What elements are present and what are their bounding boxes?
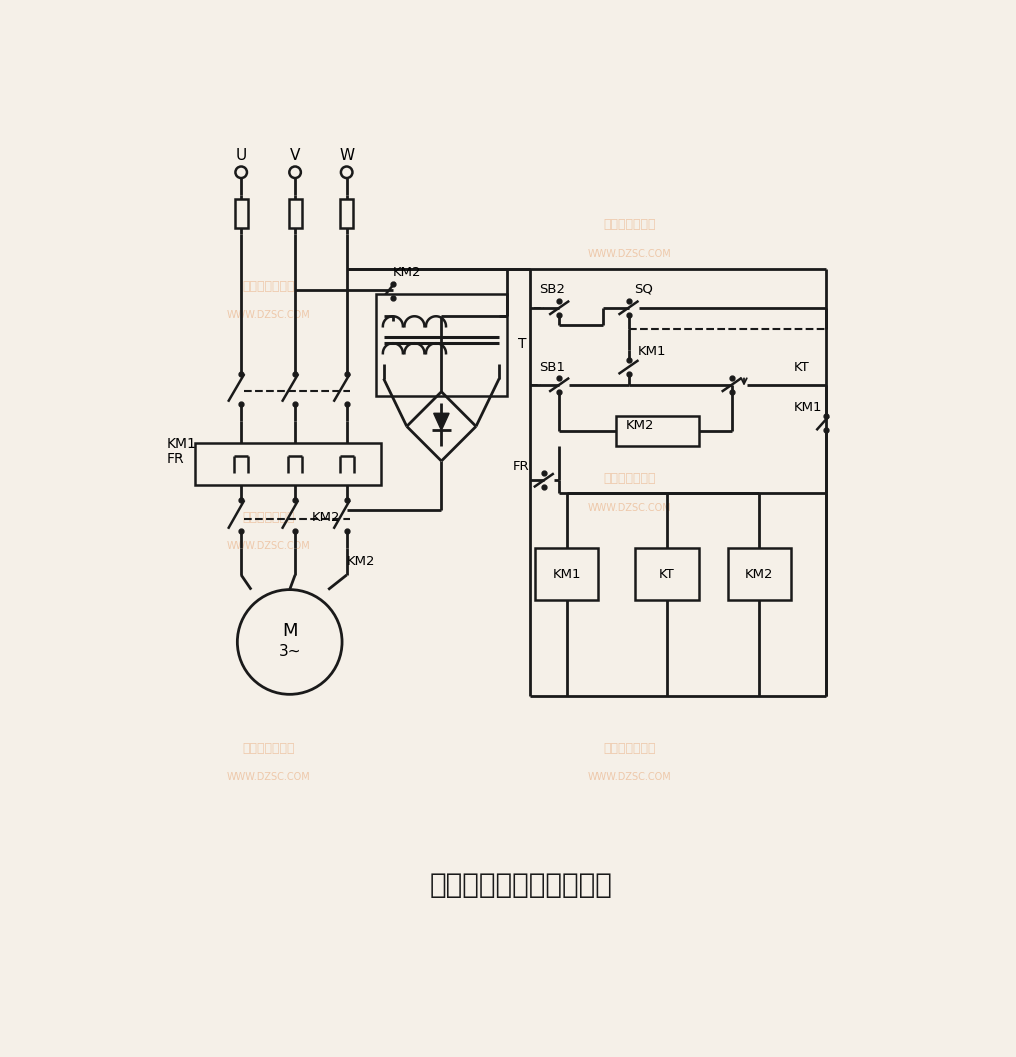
Text: KM1: KM1	[553, 568, 581, 580]
Text: KM2: KM2	[346, 555, 375, 569]
Text: 维库电子市场网: 维库电子市场网	[242, 742, 295, 755]
Bar	[235, 199, 248, 228]
Text: KM2: KM2	[393, 266, 422, 279]
Circle shape	[341, 167, 353, 178]
Text: KM1: KM1	[638, 346, 666, 358]
Text: KM2: KM2	[626, 419, 654, 432]
Text: 3~: 3~	[278, 644, 301, 659]
Text: KT: KT	[793, 361, 809, 374]
Text: KT: KT	[659, 568, 675, 580]
Bar	[195, 443, 381, 485]
Circle shape	[238, 590, 342, 694]
Text: SB2: SB2	[539, 283, 565, 296]
Text: WWW.DZSC.COM: WWW.DZSC.COM	[227, 311, 310, 320]
Text: WWW.DZSC.COM: WWW.DZSC.COM	[588, 248, 672, 259]
Bar	[376, 294, 507, 395]
Text: KM2: KM2	[745, 568, 773, 580]
Bar	[535, 548, 598, 600]
Text: V: V	[290, 148, 301, 163]
Bar	[616, 415, 699, 446]
Bar	[635, 548, 699, 600]
Text: 维库电子市场网: 维库电子市场网	[604, 218, 656, 231]
Text: 维库电子市场网: 维库电子市场网	[604, 472, 656, 485]
Bar	[289, 199, 302, 228]
Circle shape	[290, 167, 301, 178]
Text: KM1: KM1	[167, 438, 196, 451]
Text: KM2: KM2	[312, 511, 340, 523]
Text: WWW.DZSC.COM: WWW.DZSC.COM	[588, 773, 672, 782]
Text: FR: FR	[167, 452, 184, 466]
Text: WWW.DZSC.COM: WWW.DZSC.COM	[588, 503, 672, 513]
Text: M: M	[282, 623, 298, 641]
Bar	[727, 548, 791, 600]
Bar	[340, 199, 354, 228]
Text: 维库电子市场网: 维库电子市场网	[242, 511, 295, 523]
Text: FR: FR	[513, 460, 529, 472]
Text: SB1: SB1	[539, 361, 565, 374]
Text: W: W	[339, 148, 355, 163]
Text: KM1: KM1	[793, 402, 822, 414]
Text: TM: TM	[340, 218, 351, 224]
Text: U: U	[236, 148, 247, 163]
Text: 电动机准确定位控制电路: 电动机准确定位控制电路	[430, 871, 612, 900]
Polygon shape	[434, 413, 449, 430]
Text: SQ: SQ	[634, 283, 652, 296]
Text: T: T	[518, 337, 527, 351]
Text: WWW.DZSC.COM: WWW.DZSC.COM	[227, 773, 310, 782]
Circle shape	[236, 167, 247, 178]
Text: 维库电子市场网: 维库电子市场网	[242, 280, 295, 293]
Text: 维库电子市场网: 维库电子市场网	[604, 742, 656, 755]
Text: WWW.DZSC.COM: WWW.DZSC.COM	[227, 541, 310, 552]
